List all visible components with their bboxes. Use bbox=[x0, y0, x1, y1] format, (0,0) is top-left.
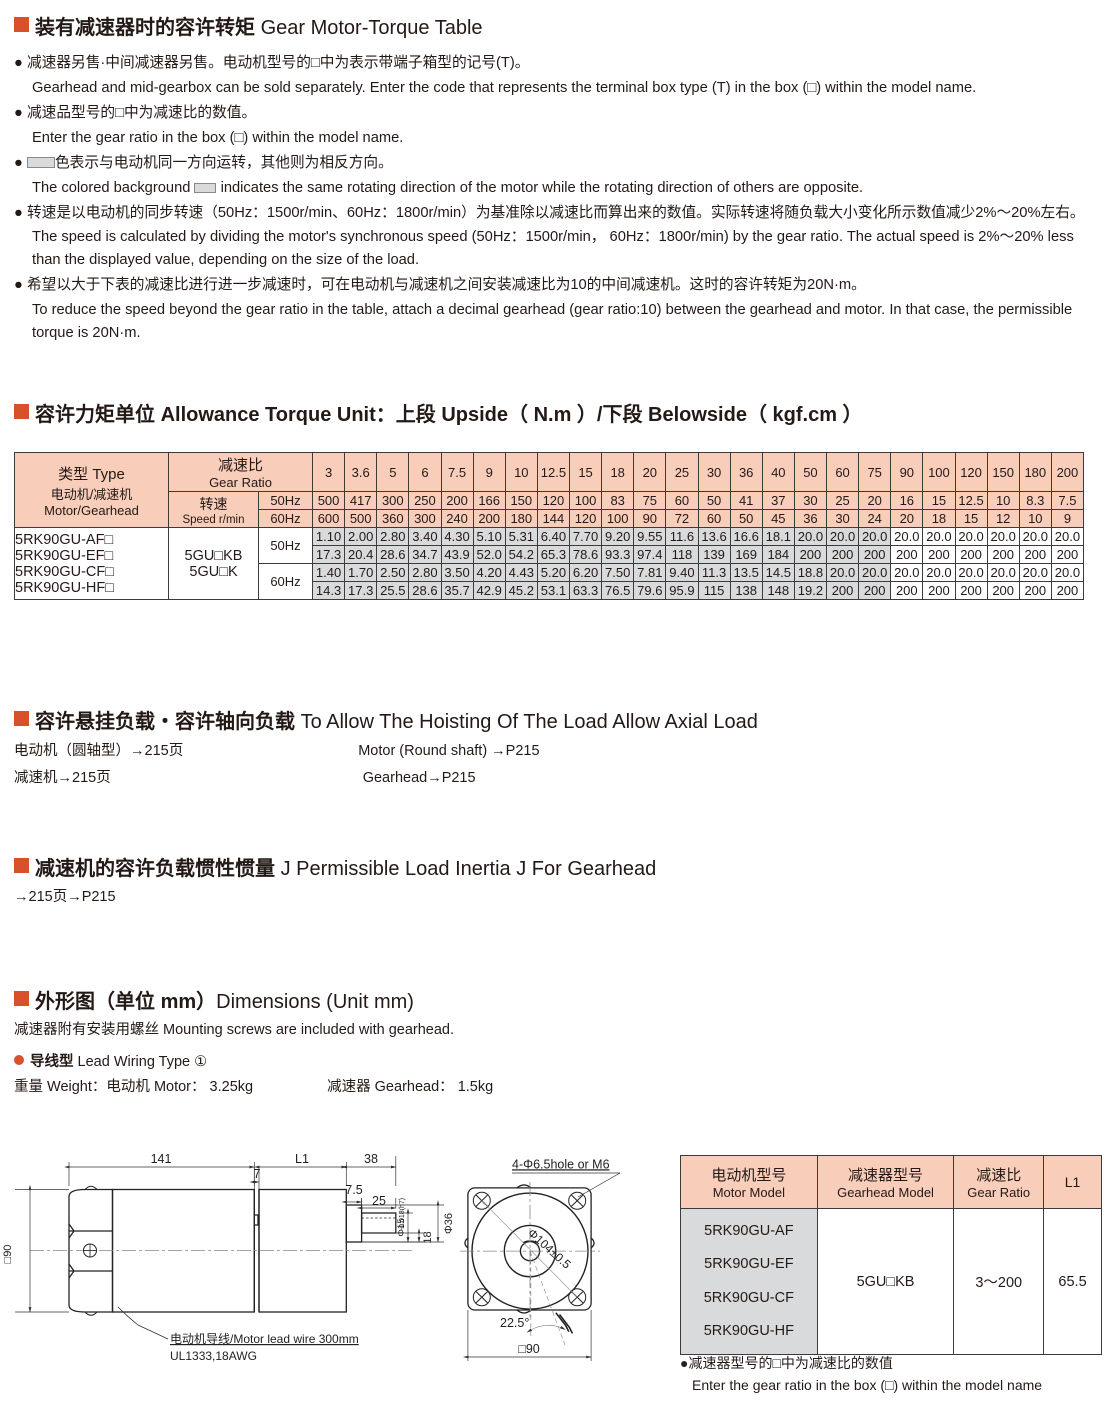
svg-text:4-Φ6.5hole or M6: 4-Φ6.5hole or M6 bbox=[512, 1157, 610, 1171]
svg-text:22.5°: 22.5° bbox=[500, 1316, 529, 1330]
svg-text:电动机导线/Motor lead wire 300mm: 电动机导线/Motor lead wire 300mm bbox=[170, 1332, 359, 1346]
svg-text:Φ36: Φ36 bbox=[443, 1213, 455, 1234]
svg-text:Φ104±0.5: Φ104±0.5 bbox=[525, 1226, 574, 1272]
svg-text:□90: □90 bbox=[518, 1342, 540, 1356]
svg-text:□90: □90 bbox=[2, 1245, 14, 1264]
svg-text:141: 141 bbox=[151, 1152, 172, 1166]
svg-text:UL1333,18AWG: UL1333,18AWG bbox=[170, 1349, 257, 1363]
svg-text:-0.018(h7): -0.018(h7) bbox=[399, 1198, 406, 1230]
svg-text:7: 7 bbox=[254, 1167, 261, 1181]
svg-text:L1: L1 bbox=[295, 1152, 309, 1166]
svg-text:18: 18 bbox=[422, 1231, 434, 1243]
svg-text:38: 38 bbox=[364, 1152, 378, 1166]
svg-text:25: 25 bbox=[372, 1194, 386, 1208]
svg-text:7.5: 7.5 bbox=[345, 1183, 362, 1197]
